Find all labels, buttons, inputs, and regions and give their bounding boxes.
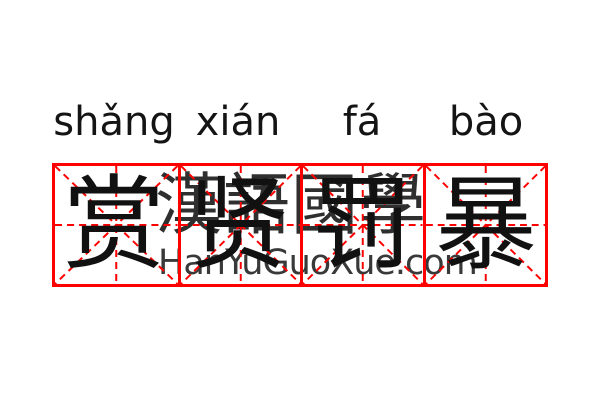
pinyin-syllable-1: shǎng [53, 99, 175, 145]
mizige-cell-2 [177, 166, 300, 284]
cell-guide-lines [303, 166, 423, 284]
mizige-cell-3 [300, 166, 423, 284]
watermark-hanzi-text: 漢語國學 [155, 169, 427, 243]
pinyin-row: shǎng xián fá bào [52, 97, 548, 151]
mizige-cell-4 [422, 166, 545, 284]
cell-guide-lines [180, 166, 300, 284]
mizige-grid [52, 163, 548, 287]
cell-guide-lines [425, 166, 545, 284]
pinyin-syllable-3: fá [342, 99, 382, 145]
pinyin-syllable-4: bào [448, 99, 524, 145]
mizige-cell-1 [55, 166, 178, 284]
cell-guide-lines [55, 166, 178, 284]
pinyin-syllable-2: xián [195, 99, 281, 145]
